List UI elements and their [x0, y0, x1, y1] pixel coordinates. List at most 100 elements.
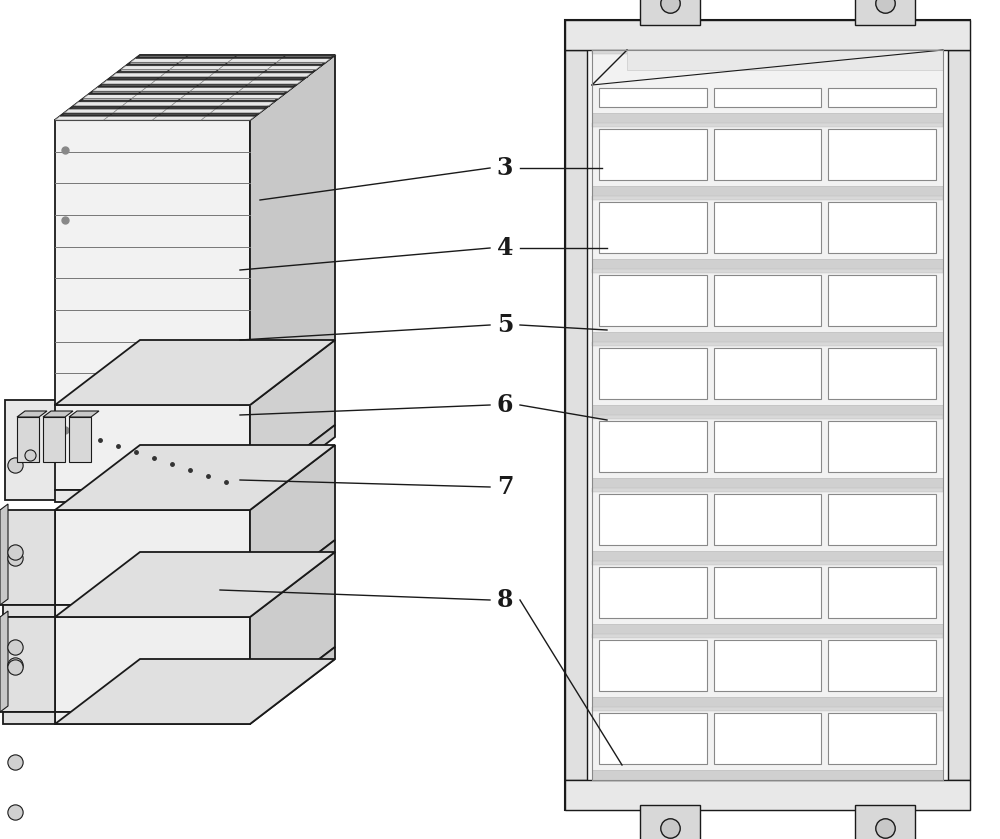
Polygon shape [592, 415, 943, 488]
Polygon shape [89, 93, 285, 94]
Polygon shape [55, 605, 250, 617]
Polygon shape [228, 59, 282, 62]
Polygon shape [592, 186, 943, 196]
Polygon shape [592, 342, 943, 415]
Polygon shape [0, 504, 8, 605]
Polygon shape [592, 634, 943, 707]
Polygon shape [599, 640, 707, 691]
Polygon shape [267, 65, 321, 70]
Polygon shape [102, 81, 156, 84]
Polygon shape [599, 421, 707, 472]
Polygon shape [151, 81, 204, 84]
Polygon shape [714, 713, 821, 764]
Polygon shape [69, 411, 99, 417]
Text: 7: 7 [497, 475, 513, 499]
Polygon shape [55, 510, 250, 605]
Polygon shape [640, 0, 700, 25]
Polygon shape [599, 88, 707, 107]
Polygon shape [3, 712, 55, 724]
Polygon shape [55, 117, 108, 120]
Polygon shape [828, 421, 936, 472]
Polygon shape [855, 805, 915, 839]
Polygon shape [239, 87, 292, 91]
Polygon shape [126, 64, 323, 65]
Polygon shape [592, 561, 943, 565]
Polygon shape [55, 490, 250, 502]
Polygon shape [592, 707, 943, 711]
Polygon shape [592, 50, 943, 123]
Polygon shape [592, 697, 943, 707]
Polygon shape [121, 65, 175, 70]
Text: 8: 8 [497, 588, 513, 612]
Polygon shape [219, 65, 272, 70]
Polygon shape [117, 71, 314, 73]
Polygon shape [131, 59, 184, 62]
Polygon shape [250, 425, 335, 502]
Polygon shape [43, 417, 65, 462]
Polygon shape [162, 109, 215, 112]
Polygon shape [592, 50, 943, 54]
Polygon shape [220, 102, 274, 106]
Polygon shape [855, 0, 915, 25]
Polygon shape [828, 713, 936, 764]
Polygon shape [714, 421, 821, 472]
Polygon shape [248, 81, 302, 84]
Polygon shape [828, 129, 936, 180]
Polygon shape [592, 488, 943, 561]
Polygon shape [714, 129, 821, 180]
Polygon shape [592, 113, 943, 123]
Polygon shape [592, 196, 943, 269]
Polygon shape [592, 123, 943, 196]
Polygon shape [0, 617, 55, 712]
Polygon shape [250, 445, 335, 605]
Text: 4: 4 [497, 236, 513, 260]
Polygon shape [98, 86, 295, 87]
Polygon shape [592, 332, 943, 342]
Polygon shape [828, 202, 936, 253]
Polygon shape [828, 275, 936, 326]
Polygon shape [107, 79, 304, 80]
Polygon shape [592, 123, 943, 127]
Polygon shape [93, 87, 146, 91]
Polygon shape [599, 713, 707, 764]
Polygon shape [592, 196, 943, 200]
Polygon shape [69, 417, 91, 462]
Polygon shape [828, 88, 936, 107]
Polygon shape [171, 102, 225, 106]
Polygon shape [136, 57, 333, 58]
Polygon shape [60, 115, 257, 116]
Polygon shape [209, 73, 263, 76]
Polygon shape [123, 102, 176, 106]
Polygon shape [104, 117, 157, 120]
Polygon shape [0, 510, 55, 605]
Polygon shape [179, 59, 233, 62]
Polygon shape [714, 640, 821, 691]
Polygon shape [592, 770, 943, 780]
Polygon shape [599, 129, 707, 180]
Polygon shape [592, 405, 943, 415]
Polygon shape [0, 611, 8, 712]
Polygon shape [714, 88, 821, 107]
Polygon shape [565, 50, 587, 780]
Polygon shape [592, 269, 943, 342]
Polygon shape [55, 55, 335, 120]
Polygon shape [74, 102, 127, 106]
Polygon shape [828, 567, 936, 618]
Polygon shape [599, 567, 707, 618]
Polygon shape [79, 100, 276, 102]
Polygon shape [200, 81, 253, 84]
Polygon shape [55, 340, 335, 405]
Polygon shape [250, 540, 335, 617]
Text: 6: 6 [497, 393, 513, 417]
Polygon shape [599, 494, 707, 545]
Polygon shape [5, 400, 60, 500]
Polygon shape [592, 624, 943, 634]
Polygon shape [190, 87, 244, 91]
Polygon shape [132, 95, 186, 98]
Polygon shape [714, 275, 821, 326]
Polygon shape [828, 348, 936, 399]
Polygon shape [592, 259, 943, 269]
Polygon shape [17, 411, 47, 417]
Polygon shape [55, 552, 335, 617]
Polygon shape [592, 342, 943, 346]
